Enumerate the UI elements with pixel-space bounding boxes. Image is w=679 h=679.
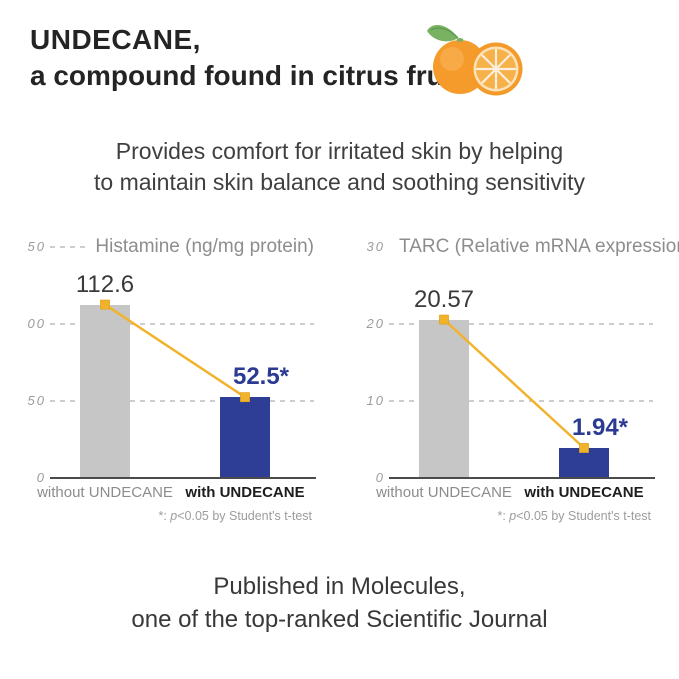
x-axis-line xyxy=(389,477,655,479)
histamine-chart: 50 00 50 0 Histamine (ng/mg protein) 112… xyxy=(0,228,340,538)
chart-title-row: TARC (Relative mRNA expression) xyxy=(389,236,679,258)
header: UNDECANE, a compound found in citrus fru… xyxy=(30,22,476,94)
value-label-without: 20.57 xyxy=(413,285,475,313)
y-tick-label: 50 xyxy=(27,393,46,408)
footnote-prefix: *: xyxy=(158,509,171,523)
gridline xyxy=(50,400,314,402)
chart-title: Histamine (ng/mg protein) xyxy=(95,236,314,257)
y-tick-label: 10 xyxy=(366,393,385,408)
description-line2: to maintain skin balance and soothing se… xyxy=(94,169,585,195)
publication-line1: Published in Molecules, xyxy=(213,573,466,600)
orange-icon xyxy=(427,24,523,96)
footnote-p: p xyxy=(509,509,517,523)
value-label-without: 112.6 xyxy=(75,270,135,298)
chart-title-row: Histamine (ng/mg protein) xyxy=(50,236,314,258)
bar-with-undecane xyxy=(220,397,270,478)
footnote-p: p xyxy=(170,509,178,523)
page-title-line2: a compound found in citrus fruits xyxy=(30,60,477,91)
chart-title: TARC (Relative mRNA expression) xyxy=(399,236,679,257)
category-label-with: with UNDECANE xyxy=(185,484,305,501)
category-label-with: with UNDECANE xyxy=(524,484,644,501)
y-tick-label: 20 xyxy=(366,316,385,331)
y-tick-label: 0 xyxy=(36,470,46,485)
footnote-rest: <0.05 by Student's t-test xyxy=(177,509,312,523)
tarc-chart: 30 20 10 0 TARC (Relative mRNA expressio… xyxy=(339,228,679,538)
y-tick-label: 50 xyxy=(27,239,46,254)
footnote-rest: <0.05 by Student's t-test xyxy=(516,509,651,523)
bar-without-undecane xyxy=(419,319,469,478)
y-tick-label: 0 xyxy=(375,470,385,485)
gridline xyxy=(50,246,86,248)
footnote: *: p<0.05 by Student's t-test xyxy=(158,509,312,523)
y-tick-label: 30 xyxy=(366,239,385,254)
footnote-prefix: *: xyxy=(497,509,510,523)
page-title: UNDECANE, xyxy=(30,24,201,55)
bar-with-undecane xyxy=(559,448,609,478)
category-label-without: without UNDECANE xyxy=(376,484,512,501)
category-label-without: without UNDECANE xyxy=(37,484,173,501)
value-label-with: 52.5* xyxy=(232,363,290,391)
y-tick-label: 00 xyxy=(27,316,46,331)
x-axis-line xyxy=(50,477,316,479)
bar-without-undecane xyxy=(80,304,130,478)
value-label-with: 1.94* xyxy=(571,414,629,441)
publication-line2: one of the top-ranked Scientific Journal xyxy=(131,606,548,633)
publication-note: Published in Molecules, one of the top-r… xyxy=(0,570,679,636)
footnote: *: p<0.05 by Student's t-test xyxy=(497,509,651,523)
description-line1: Provides comfort for irritated skin by h… xyxy=(115,138,564,164)
description: Provides comfort for irritated skin by h… xyxy=(0,136,679,198)
